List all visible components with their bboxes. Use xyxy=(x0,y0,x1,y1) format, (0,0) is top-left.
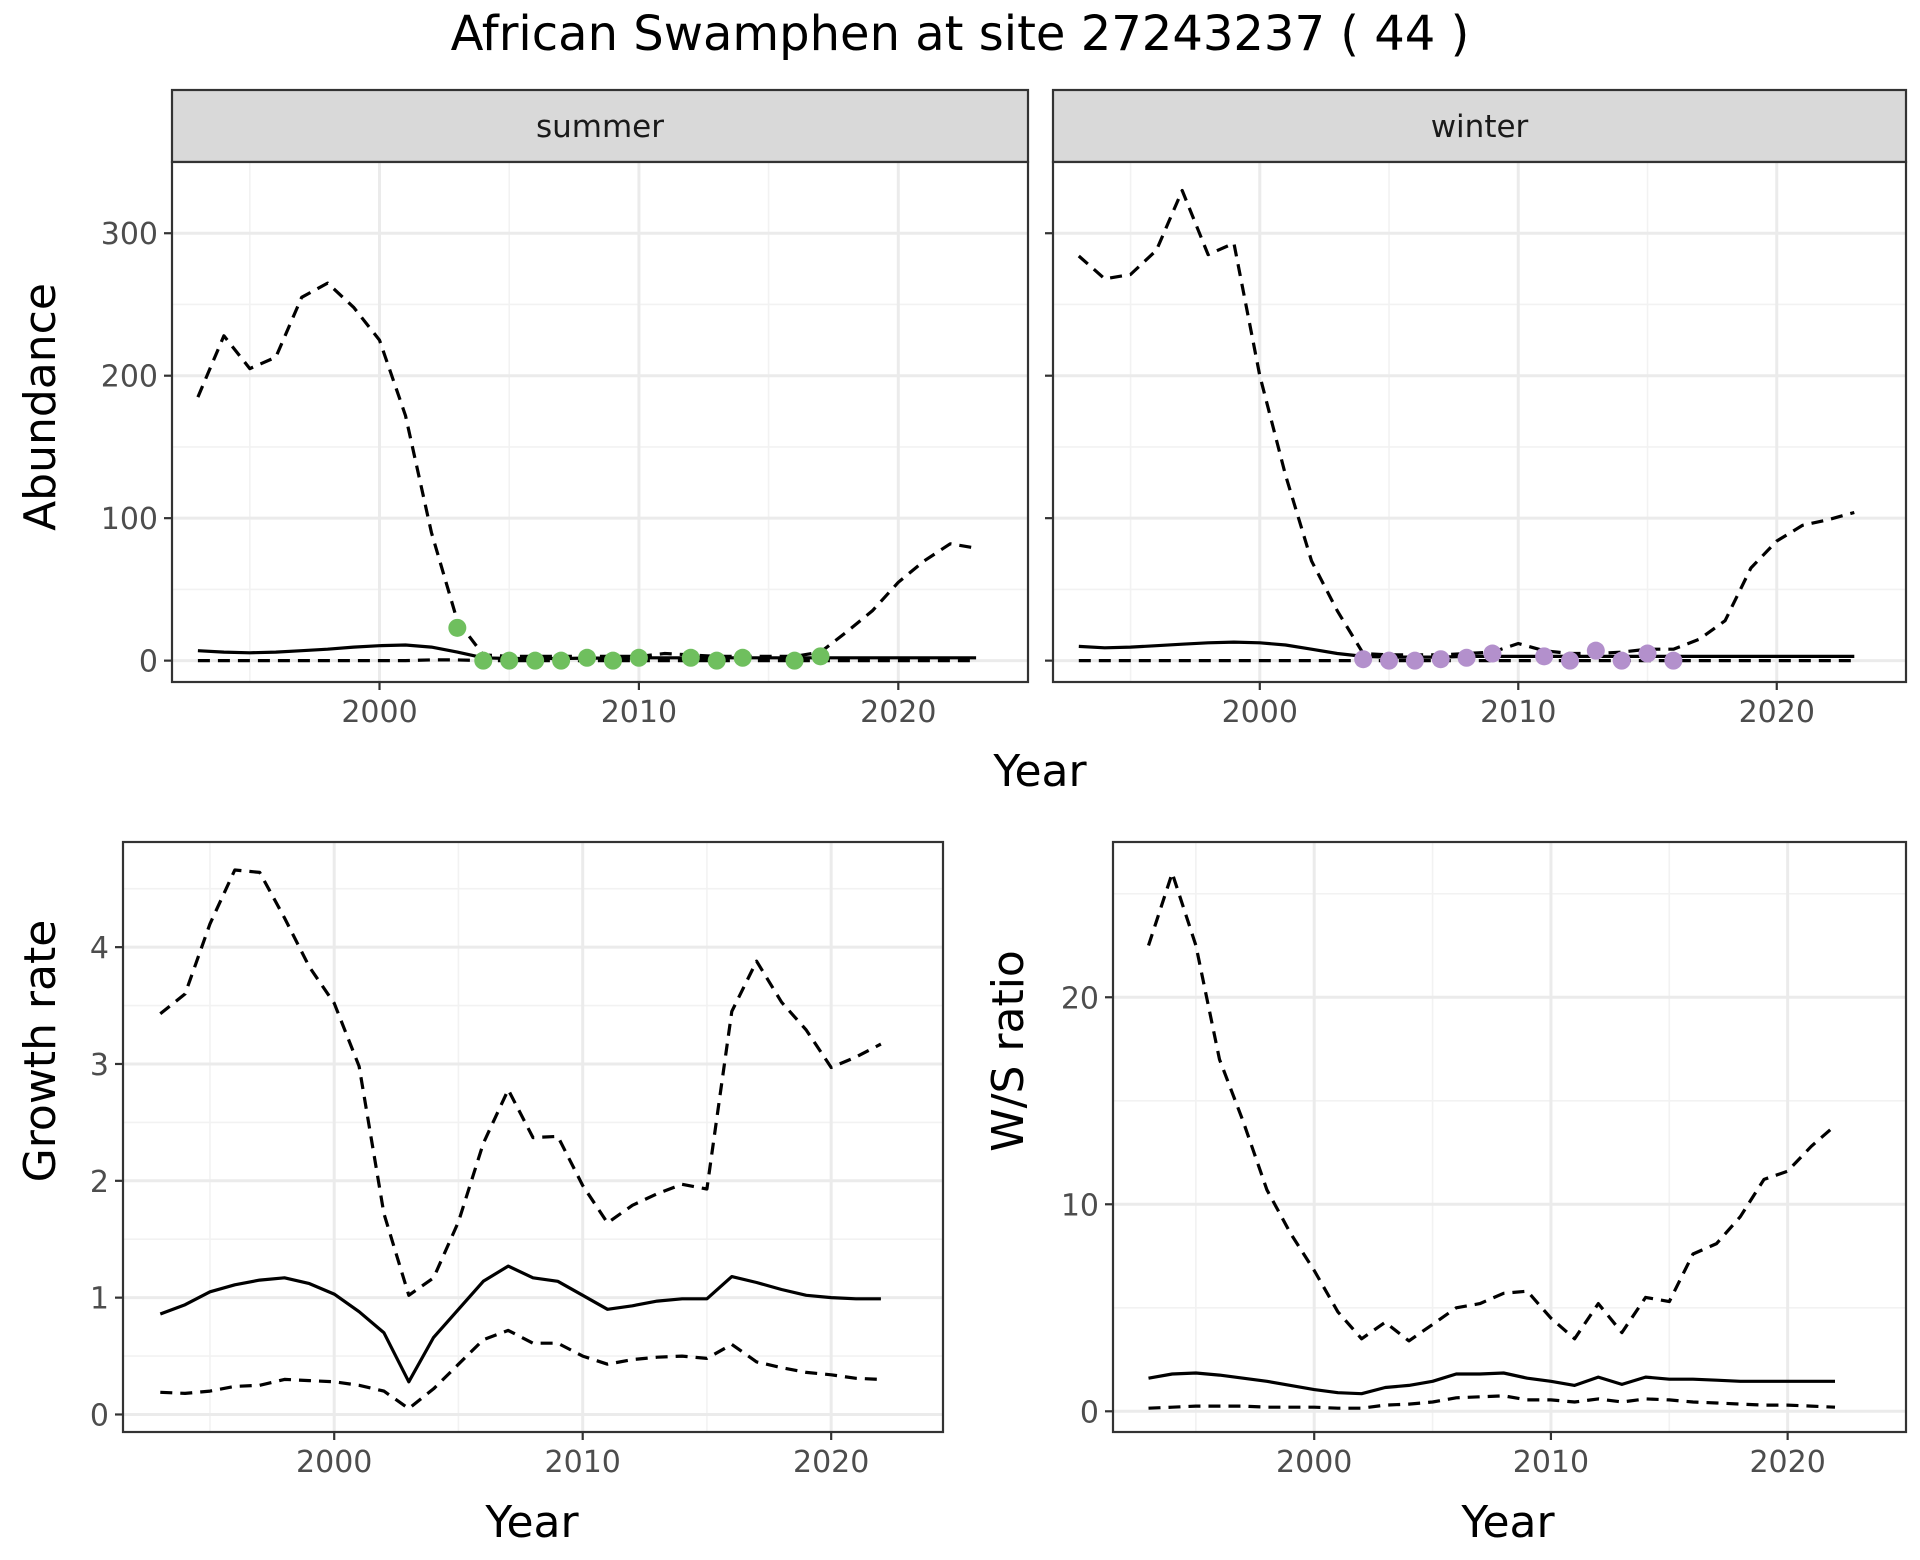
growth-x-tick-label: 2000 xyxy=(296,1445,372,1480)
ratio-x-tick-label: 2010 xyxy=(1513,1445,1589,1480)
winter-observation-point xyxy=(1483,644,1502,663)
summer-observation-point xyxy=(448,618,467,637)
summer-observation-point xyxy=(552,651,571,670)
ratio-x-tick-label: 2000 xyxy=(1276,1445,1352,1480)
summer-observation-point xyxy=(785,651,804,670)
ratio-y-tick-label: 10 xyxy=(1061,1188,1099,1223)
growth-lower-dashed-line xyxy=(160,1328,881,1411)
summer-facet-strip xyxy=(170,88,1030,164)
summer-observation-point xyxy=(578,648,597,667)
summer-observation-point xyxy=(629,648,648,667)
growth-upper-dashed-line xyxy=(159,868,882,1297)
growth-y-tick-label: 3 xyxy=(90,1048,109,1083)
growth-y-tick-label: 0 xyxy=(90,1398,109,1433)
winter-facet-strip xyxy=(1051,88,1908,164)
growth-y-axis-title: Growth rate xyxy=(15,920,66,1183)
winter-facet-strip-label: winter xyxy=(1431,109,1529,145)
ratio-panel-background xyxy=(1113,842,1906,1432)
summer-x-tick-label: 2000 xyxy=(341,695,417,730)
winter-panel-background xyxy=(1053,162,1906,682)
growth-y-tick-label: 4 xyxy=(90,931,109,966)
winter-observation-point xyxy=(1535,647,1554,666)
winter-observation-point xyxy=(1457,648,1476,667)
ratio-panel-border xyxy=(1111,840,1908,1434)
winter-x-tick-label: 2010 xyxy=(1480,695,1556,730)
summer-observation-point xyxy=(733,648,752,667)
ws-ratio-panel: 2000 2010 2020 0 10 20 xyxy=(1061,840,1908,1480)
winter-observation-point xyxy=(1638,644,1657,663)
winter-abundance-panel: winter 2000 2010 2020 xyxy=(1045,88,1908,730)
growth-y-tick-label: 1 xyxy=(90,1282,109,1317)
ratio-solid-line xyxy=(1148,1371,1835,1396)
summer-observation-point xyxy=(474,651,493,670)
winter-observation-point xyxy=(1431,650,1450,669)
winter-upper-dashed-line xyxy=(1077,188,1855,657)
winter-panel-border xyxy=(1051,160,1908,684)
growth-rate-panel: 2000 2010 2020 0 1 2 3 4 xyxy=(90,840,945,1480)
winter-observation-point xyxy=(1354,650,1373,669)
summer-y-tick-label: 100 xyxy=(101,502,158,537)
summer-facet-strip-label: summer xyxy=(536,109,664,145)
summer-observation-point xyxy=(500,651,519,670)
growth-solid-line xyxy=(159,1264,881,1384)
growth-panel-border xyxy=(121,840,945,1434)
winter-observation-point xyxy=(1380,651,1399,670)
summer-x-tick-label: 2020 xyxy=(860,695,936,730)
growth-y-tick-label: 2 xyxy=(90,1165,109,1200)
summer-observation-point xyxy=(707,651,726,670)
summer-observation-point xyxy=(526,651,545,670)
winter-observation-point xyxy=(1560,651,1579,670)
summer-y-tick-label: 200 xyxy=(101,360,158,395)
ratio-lower-dashed-line xyxy=(1148,1394,1836,1410)
ratio-y-axis-title: W/S ratio xyxy=(983,950,1034,1152)
summer-y-tick-label: 0 xyxy=(139,645,158,680)
ratio-y-tick-label: 20 xyxy=(1061,981,1099,1016)
winter-x-tick-label: 2000 xyxy=(1222,695,1298,730)
summer-panel-border xyxy=(170,160,1030,684)
summer-observation-point xyxy=(603,651,622,670)
winter-x-tick-label: 2020 xyxy=(1739,695,1815,730)
ratio-y-tick-label: 0 xyxy=(1080,1395,1099,1430)
ratio-x-tick-label: 2020 xyxy=(1749,1445,1825,1480)
summer-y-tick-label: 300 xyxy=(101,217,158,252)
ratio-x-axis-title: Year xyxy=(1460,1497,1555,1548)
abundance-x-axis-title: Year xyxy=(992,746,1087,797)
winter-observation-point xyxy=(1664,651,1683,670)
summer-x-tick-label: 2010 xyxy=(601,695,677,730)
summer-observation-point xyxy=(811,647,830,666)
summer-abundance-panel: summer 2000 2010 2020 0 100 200 300 xyxy=(101,88,1030,730)
growth-x-axis-title: Year xyxy=(484,1497,579,1548)
winter-observation-point xyxy=(1586,641,1605,660)
chart-title: African Swamphen at site 27243237 ( 44 ) xyxy=(451,6,1470,62)
summer-observation-point xyxy=(681,648,700,667)
abundance-y-axis-title: Abundance xyxy=(15,283,66,531)
winter-observation-point xyxy=(1612,651,1631,670)
growth-x-tick-label: 2010 xyxy=(545,1445,621,1480)
winter-observation-point xyxy=(1405,651,1424,670)
growth-x-tick-label: 2020 xyxy=(793,1445,869,1480)
